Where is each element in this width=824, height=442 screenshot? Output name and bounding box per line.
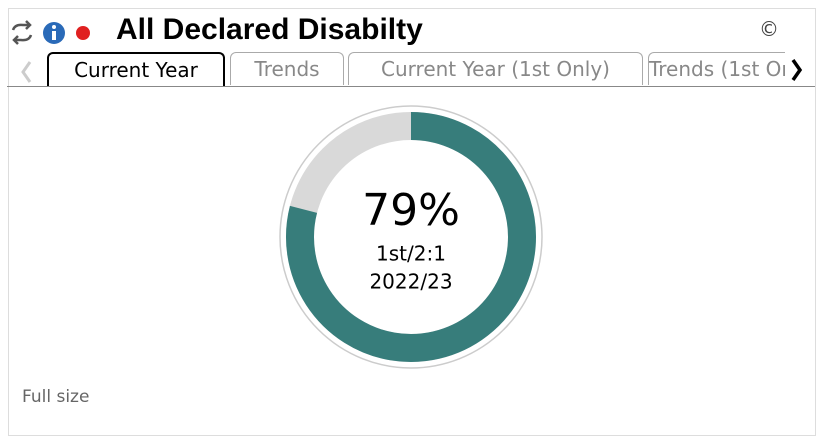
- donut-segment: [286, 112, 536, 362]
- refresh-icon[interactable]: [11, 20, 33, 45]
- widget-title: All Declared Disabilty: [116, 13, 423, 46]
- donut-caption: 2022/23: [369, 270, 452, 294]
- donut-caption: 1st/2:1: [376, 242, 446, 266]
- donut-value-label: 79%: [362, 185, 460, 236]
- full-size-link[interactable]: Full size: [22, 387, 90, 407]
- donut-chart: 79% 1st/2:1 2022/23: [279, 105, 543, 369]
- tab-scroll-right[interactable]: [787, 55, 807, 85]
- tab[interactable]: Current Year (1st Only): [348, 52, 643, 85]
- info-icon[interactable]: [43, 22, 65, 44]
- widget: All Declared Disabilty © Current Year Tre…: [7, 8, 816, 436]
- header-icons: [11, 20, 90, 45]
- tab-bar: Current Year Trends Current Year (1st Only…: [47, 52, 785, 87]
- tab[interactable]: Current Year: [47, 52, 225, 87]
- tab-scroll-left[interactable]: [17, 57, 37, 87]
- copyright: ©: [759, 17, 779, 41]
- tab[interactable]: Trends: [230, 52, 344, 85]
- tab-rule: [7, 86, 815, 87]
- tab[interactable]: Trends (1st Only): [648, 52, 785, 85]
- status-dot: [76, 26, 90, 40]
- donut-border: [279, 105, 543, 369]
